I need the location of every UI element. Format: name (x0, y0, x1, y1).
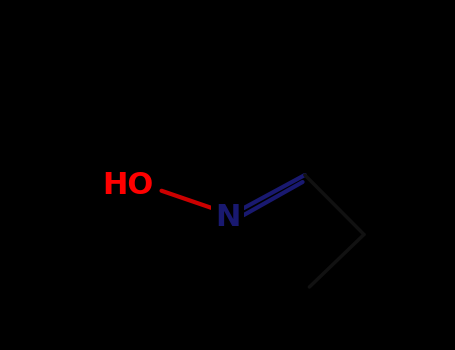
Text: HO: HO (102, 171, 153, 200)
Text: N: N (215, 203, 240, 231)
